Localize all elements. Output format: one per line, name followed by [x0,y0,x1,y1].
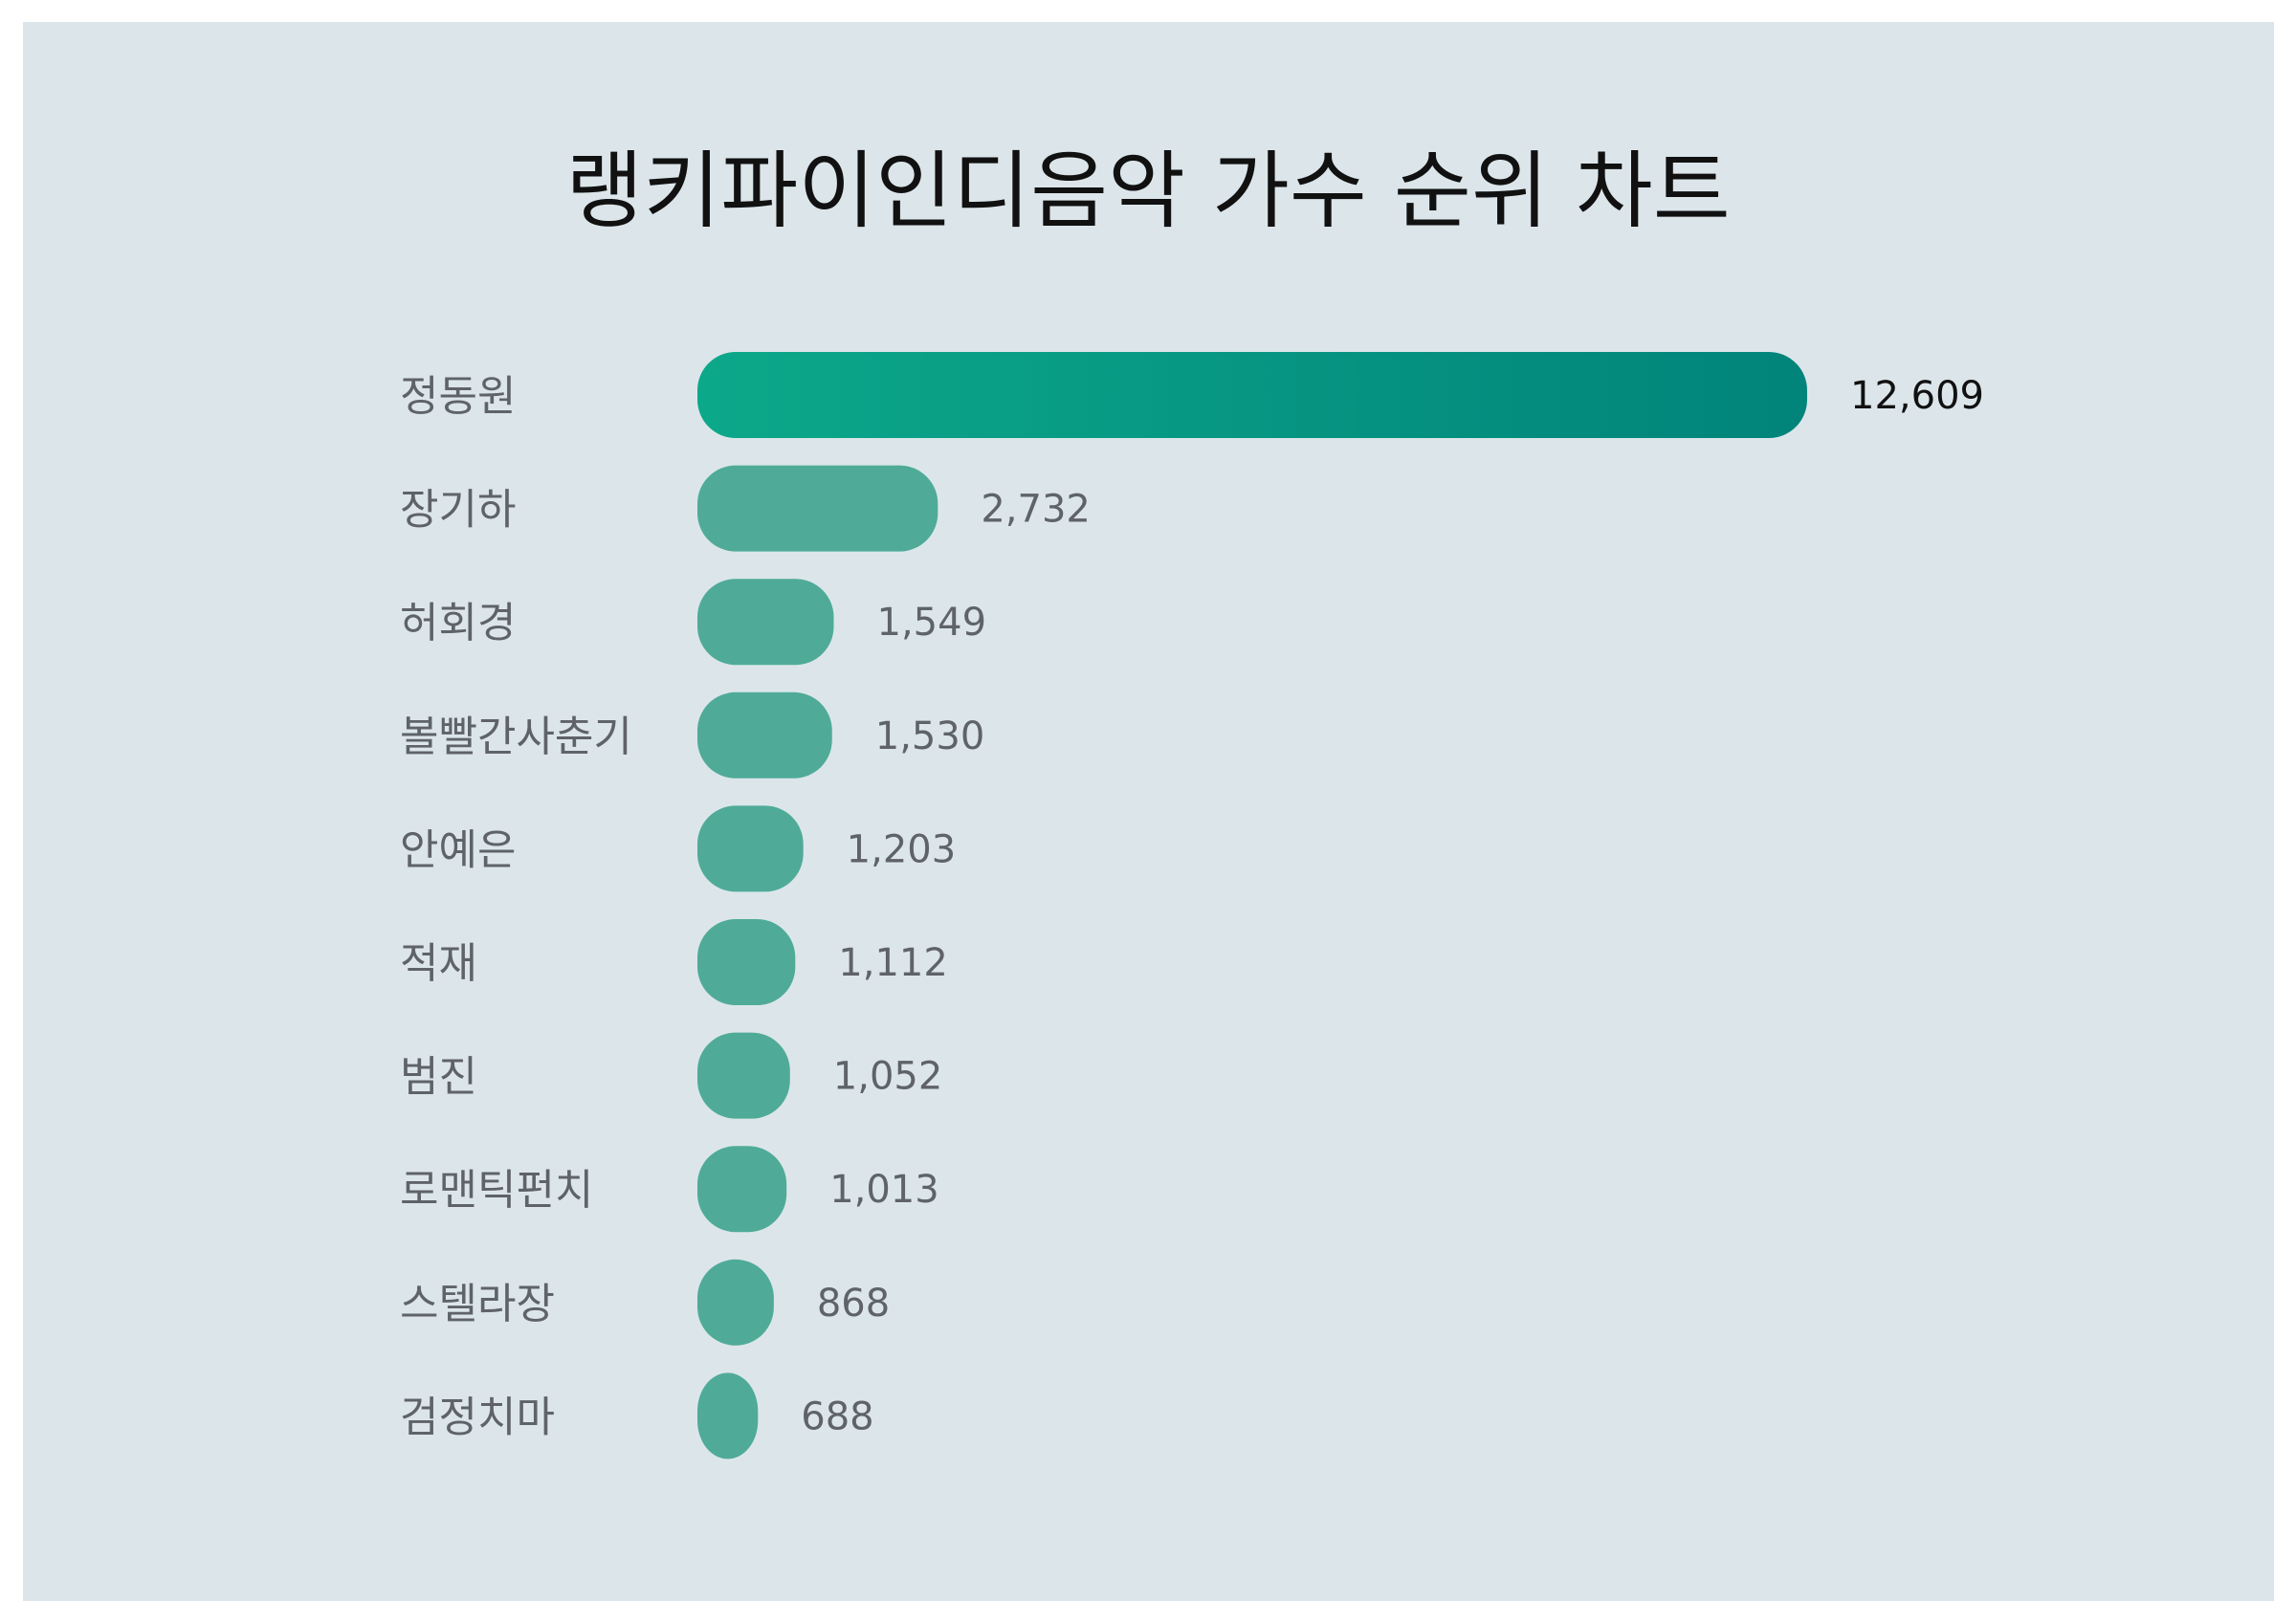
value-label: 12,609 [1850,374,1984,418]
value-label: 1,052 [833,1055,943,1099]
chart-panel [23,22,2274,1601]
bar [697,691,832,779]
value-label: 1,013 [829,1168,939,1212]
category-label: 정동원 [400,372,516,421]
value-label: 868 [817,1282,890,1326]
chart-title: 랭키파이인디음악 가수 순위 차트 [565,142,1731,240]
value-label: 2,732 [981,488,1091,532]
category-label: 허회경 [400,599,516,647]
category-label: 적재 [400,939,477,988]
category-label: 장기하 [400,486,516,535]
bar [697,1259,774,1346]
value-label: 1,530 [875,714,985,758]
bar [697,805,804,892]
bar [697,579,834,666]
category-label: 로맨틱펀치 [400,1166,593,1215]
category-label: 볼빨간사춘기 [400,713,632,761]
bar [697,352,1807,438]
bar [697,1372,759,1459]
value-label: 688 [801,1394,873,1438]
bar [697,919,796,1005]
bars-layer: 정동원 12,609 장기하 2,732 허회경 1,549 볼빨간사춘기 1,530 안예은 1… [400,352,1984,1459]
category-label: 안예은 [400,825,516,874]
bar [697,1146,787,1233]
value-label: 1,549 [877,601,987,645]
value-label: 1,112 [838,941,948,985]
category-label: 검정치마 [400,1393,555,1441]
category-label: 스텔라장 [400,1280,555,1328]
value-label: 1,203 [847,827,957,871]
bar [697,1032,790,1119]
bar [697,465,938,552]
category-label: 범진 [400,1053,477,1102]
